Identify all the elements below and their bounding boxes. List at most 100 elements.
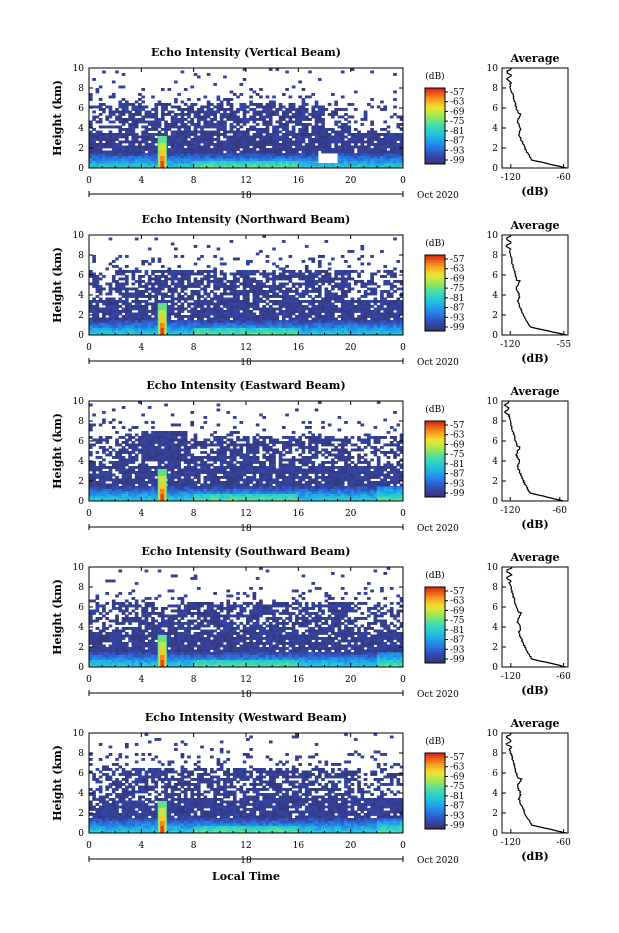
heatmap-cell: [374, 330, 378, 333]
heatmap-cell: [96, 138, 100, 141]
heatmap-cell: [334, 151, 338, 154]
heatmap-cell: [279, 121, 283, 124]
heatmap-cell: [292, 103, 296, 106]
heatmap-cell: [383, 298, 387, 301]
heatmap-cell: [220, 328, 224, 331]
heatmap-cell: [272, 303, 276, 306]
heatmap-cell: [220, 280, 224, 283]
heatmap-cell: [125, 325, 129, 328]
heatmap-cell: [374, 156, 378, 159]
heatmap-cell: [325, 315, 329, 318]
heatmap-cell: [141, 441, 145, 444]
heatmap-cell: [132, 459, 136, 462]
heatmap-cell: [125, 315, 129, 318]
heatmap-cell: [272, 156, 276, 159]
heatmap-cell: [174, 298, 178, 301]
heatmap-cell: [168, 313, 172, 316]
heatmap-cell: [128, 153, 132, 156]
heatmap-cell: [328, 290, 332, 293]
heatmap-cell: [174, 461, 178, 464]
heatmap-cell: [226, 103, 230, 106]
heatmap-cell: [148, 153, 152, 156]
heatmap-cell: [272, 300, 276, 303]
heatmap-cell: [370, 141, 374, 144]
heatmap-cell: [213, 298, 217, 301]
heatmap-cell: [213, 138, 217, 141]
heatmap-cell: [164, 131, 168, 134]
heatmap-cell: [128, 439, 132, 442]
heatmap-cell: [393, 163, 397, 166]
heatmap-cell: [259, 273, 263, 276]
heatmap-cell: [289, 151, 293, 154]
heatmap-cell: [105, 454, 109, 457]
heatmap-cell: [135, 320, 139, 323]
heatmap-cell: [220, 270, 224, 273]
heatmap-cell: [141, 131, 145, 134]
heatmap-cell: [285, 121, 289, 124]
heatmap-cell: [279, 273, 283, 276]
heatmap-cell: [132, 469, 136, 472]
heatmap-cell: [351, 318, 355, 321]
heatmap-cell: [279, 108, 283, 111]
heatmap-cell: [259, 318, 263, 321]
heatmap-cell: [305, 290, 309, 293]
heatmap-cell: [168, 496, 172, 499]
heatmap-cell: [249, 330, 253, 333]
heatmap-cell: [311, 278, 315, 281]
heatmap-cell: [154, 494, 158, 497]
heatmap-cell: [141, 305, 145, 308]
heatmap-cell: [380, 141, 384, 144]
heatmap-cell: [158, 466, 162, 469]
heatmap-cell: [230, 148, 234, 151]
heatmap-cell: [230, 163, 234, 166]
heatmap-cell: [295, 151, 299, 154]
heatmap-cell: [213, 106, 217, 109]
heatmap-cell: [89, 121, 93, 124]
heatmap-cell: [92, 328, 96, 331]
heatmap-cell: [187, 278, 191, 281]
heatmap-cell: [112, 310, 116, 313]
heatmap-cell: [243, 293, 247, 296]
heatmap-cell: [315, 275, 319, 278]
heatmap-cell: [217, 295, 221, 298]
heatmap-cell: [168, 330, 172, 333]
heatmap-cell: [223, 275, 227, 278]
heatmap-cell: [187, 156, 191, 159]
heatmap-cell: [354, 91, 358, 94]
heatmap-cell: [380, 128, 384, 131]
heatmap-cell: [275, 126, 279, 129]
heatmap-cell: [331, 113, 335, 116]
heatmap-cell: [370, 98, 374, 101]
heatmap-cell: [360, 328, 364, 331]
heatmap-cell: [122, 459, 126, 462]
heatmap-cell: [341, 71, 345, 74]
heatmap-cell: [396, 288, 400, 291]
heatmap-cell: [344, 128, 348, 131]
heatmap-cell: [282, 315, 286, 318]
heatmap-cell: [364, 330, 368, 333]
heatmap-cell: [295, 133, 299, 136]
heatmap-cell: [141, 320, 145, 323]
heatmap-cell: [174, 146, 178, 149]
heatmap-cell: [168, 454, 172, 457]
heatmap-cell: [256, 303, 260, 306]
heatmap-cell: [311, 126, 315, 129]
heatmap-cell: [141, 461, 145, 464]
heatmap-cell: [311, 290, 315, 293]
heatmap-cell: [132, 486, 136, 489]
heatmap-cell: [174, 494, 178, 497]
heatmap-cell: [168, 141, 172, 144]
heatmap-cell: [102, 439, 106, 442]
heatmap-cell: [302, 141, 306, 144]
heatmap-cell: [194, 290, 198, 293]
heatmap-cell: [207, 108, 211, 111]
heatmap-cell: [168, 446, 172, 449]
heatmap-cell: [387, 295, 391, 298]
heatmap-cell: [138, 439, 142, 442]
heatmap-cell: [347, 318, 351, 321]
heatmap-cell: [200, 270, 204, 273]
heatmap-cell: [243, 148, 247, 151]
heatmap-cell: [102, 411, 106, 414]
heatmap-cell: [256, 131, 260, 134]
heatmap-cell: [145, 489, 149, 492]
